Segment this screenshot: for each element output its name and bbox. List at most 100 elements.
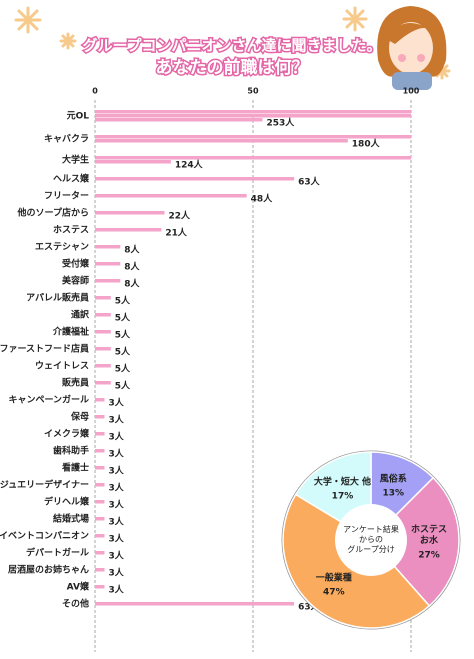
pie-slice [369, 476, 460, 607]
category-label: 大学生 [62, 154, 89, 166]
category-label: イベントコンパニオン [0, 530, 89, 542]
category-label: 歯科助手 [53, 445, 89, 457]
bar [95, 415, 105, 419]
category-label: イメクラ嬢 [44, 428, 90, 440]
slice-label: 風俗系 [379, 474, 407, 485]
pie-center-label: アンケート結果 からの グループ分け [343, 525, 399, 554]
chart-title: グループコンパニオンさん達に聞きました。 [82, 37, 381, 55]
value-label: 124人 [175, 159, 204, 171]
value-label: 48人 [251, 193, 274, 205]
bar [95, 110, 411, 114]
bar [95, 135, 411, 139]
category-label: 通訳 [71, 309, 90, 321]
bar [95, 500, 105, 504]
x-tick-label: 50 [247, 87, 259, 96]
value-label: 3人 [108, 465, 124, 477]
value-label: 3人 [108, 499, 124, 511]
value-label: 3人 [108, 516, 124, 528]
bar [95, 114, 411, 118]
bar [95, 262, 121, 266]
value-label: 3人 [108, 550, 124, 562]
value-label: 8人 [124, 244, 140, 256]
value-label: 253人 [266, 117, 295, 129]
bar [95, 118, 263, 122]
slice-value: 47% [323, 587, 345, 598]
pie-center [335, 504, 407, 576]
bar [95, 245, 121, 249]
value-label: 5人 [115, 312, 131, 324]
value-label: 5人 [115, 329, 131, 341]
category-label: 美容師 [62, 275, 89, 287]
decoration [14, 6, 451, 80]
value-label: 5人 [115, 363, 131, 375]
value-label: 3人 [108, 533, 124, 545]
bar [95, 347, 111, 351]
bar [95, 568, 105, 572]
bar [95, 483, 105, 487]
bar [95, 160, 171, 164]
bar [95, 517, 105, 521]
category-label: 介護福祉 [52, 326, 89, 338]
bar [95, 156, 411, 160]
slice-label: 一般業種 [315, 573, 352, 584]
value-label: 3人 [108, 448, 124, 460]
bar [95, 534, 105, 538]
category-label: その他 [62, 598, 89, 610]
bar [95, 139, 348, 143]
category-label: 他のソープ店から [17, 207, 89, 219]
chart-subtitle: あなたの前職は何？ [156, 57, 309, 78]
category-label: 看護士 [62, 462, 89, 474]
bar [95, 330, 111, 334]
category-label: 結婚式場 [53, 513, 89, 525]
value-label: 3人 [108, 414, 124, 426]
bar [95, 177, 295, 181]
bar [95, 602, 295, 606]
slice-label: 大学・短大 他 [313, 477, 372, 488]
value-label: 22人 [169, 210, 192, 222]
category-label: フリーター [44, 190, 89, 202]
category-label: ジュエリーデザイナー [0, 479, 89, 491]
category-label: 販売員 [62, 377, 89, 389]
category-label: アパレル販売員 [26, 292, 89, 304]
bar [95, 279, 121, 283]
category-label: ヘルス嬢 [53, 173, 90, 185]
category-label: ウェイトレス [35, 361, 89, 372]
value-label: 3人 [108, 567, 124, 579]
category-label: デリヘル嬢 [44, 496, 90, 508]
value-label: 8人 [124, 278, 140, 290]
bar [95, 364, 111, 368]
category-label: 保母 [70, 411, 89, 423]
value-label: 3人 [108, 584, 124, 596]
value-label: 8人 [124, 261, 140, 273]
value-label: 180人 [352, 138, 381, 150]
category-label: エステシャン [35, 242, 89, 253]
bar [95, 296, 111, 300]
bar [95, 432, 105, 436]
slice-value: 13% [382, 488, 404, 499]
bar [95, 449, 105, 453]
slice-value: 17% [331, 491, 354, 502]
value-label: 3人 [108, 482, 124, 494]
value-label: 5人 [115, 380, 131, 392]
value-label: 3人 [108, 431, 124, 443]
value-label: 63人 [298, 176, 321, 188]
category-label: 居酒屋のお姉ちゃん [8, 564, 89, 576]
category-label: ファーストフード店員 [0, 343, 89, 355]
bar [95, 551, 105, 555]
slice-value: 27% [418, 550, 440, 561]
category-label: ホステス [53, 225, 89, 236]
bar [95, 585, 105, 589]
bar [95, 398, 105, 402]
category-label: 元OL [67, 111, 90, 122]
value-label: 5人 [115, 295, 131, 307]
bar [95, 381, 111, 385]
value-label: 3人 [108, 397, 124, 409]
bar [95, 313, 111, 317]
x-tick-label: 100 [403, 87, 420, 96]
bar [95, 211, 165, 215]
category-label: 受付嬢 [62, 258, 90, 270]
value-label: 5人 [115, 346, 131, 358]
bar [95, 228, 162, 232]
